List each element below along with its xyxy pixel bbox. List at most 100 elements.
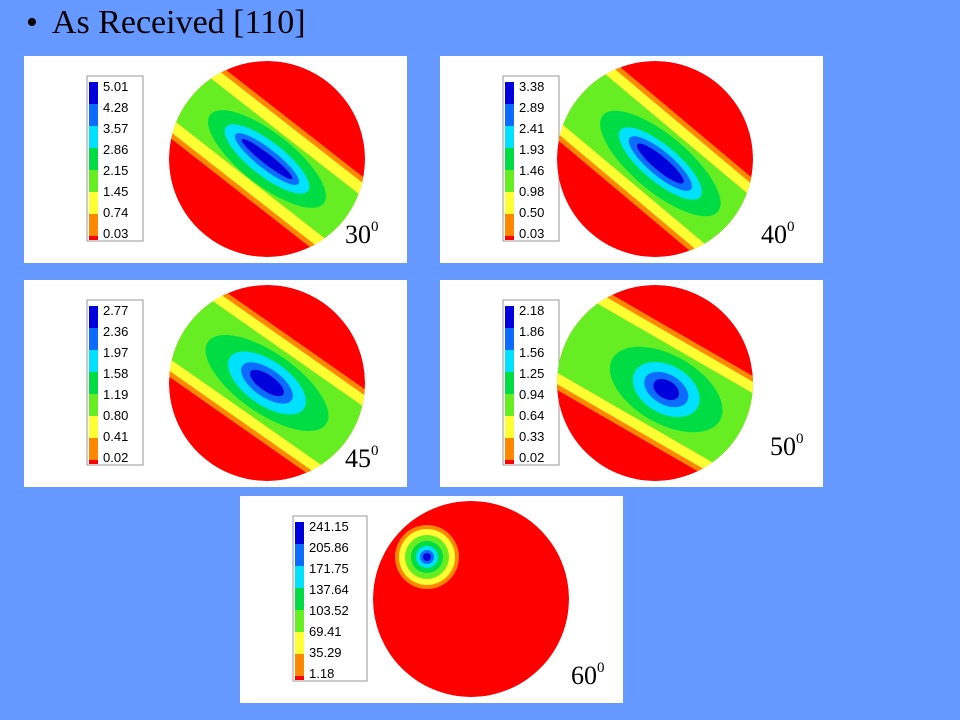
angle-label: 450 (345, 443, 379, 474)
legend-label: 1.25 (519, 366, 544, 381)
legend-label: 3.57 (103, 121, 128, 136)
legend-label: 0.03 (519, 226, 544, 241)
contour-darkblue (249, 369, 285, 397)
legend-swatches (505, 82, 514, 240)
contour-darkblue (241, 138, 293, 180)
legend-swatch (505, 126, 514, 148)
pole-figure-disk (557, 61, 753, 257)
legend-swatch (89, 214, 98, 236)
pole-figure-60: 241.15 205.86 171.75 137.64 103.52 69.41… (292, 501, 569, 697)
legend-frame (292, 515, 368, 682)
legend-label: 1.18 (309, 666, 334, 681)
legend-label: 0.41 (103, 429, 128, 444)
legend-label: 2.41 (519, 121, 544, 136)
legend-swatch (295, 566, 304, 588)
legend-swatch (505, 82, 514, 104)
legend-swatch (89, 104, 98, 126)
legend-swatch (89, 460, 98, 464)
legend-swatch (89, 148, 98, 170)
legend: 5.01 4.28 3.57 2.86 2.15 1.45 0.74 0.03 (86, 75, 144, 242)
pole-figure-45: 2.77 2.36 1.97 1.58 1.19 0.80 0.41 0.02 (86, 285, 365, 481)
legend-swatch (505, 236, 514, 240)
angle-label: 500 (770, 431, 804, 462)
legend-swatch (89, 236, 98, 240)
legend-label: 2.89 (519, 100, 544, 115)
angle-superscript: 0 (597, 660, 605, 677)
legend-label: 0.03 (103, 226, 128, 241)
legend-label: 241.15 (309, 519, 349, 534)
legend-swatch (505, 306, 514, 328)
legend: 2.18 1.86 1.56 1.25 0.94 0.64 0.33 0.02 (502, 299, 560, 466)
pole-figure-panel-45: 2.77 2.36 1.97 1.58 1.19 0.80 0.41 0.02 … (24, 280, 407, 487)
legend-label: 2.15 (103, 163, 128, 178)
legend-swatch (89, 306, 98, 328)
legend-label: 0.80 (103, 408, 128, 423)
legend-swatch (505, 438, 514, 460)
legend-swatch (295, 610, 304, 632)
legend-label: 0.02 (103, 450, 128, 465)
legend-swatch (89, 170, 98, 192)
slide-title-text: As Received [110] (51, 4, 306, 41)
contour-darkblue (653, 379, 680, 400)
pole-figure-30: 5.01 4.28 3.57 2.86 2.15 1.45 0.74 0.03 (86, 61, 365, 257)
pole-figure-disk (557, 285, 753, 481)
angle-superscript: 0 (371, 219, 379, 236)
legend-label: 1.93 (519, 142, 544, 157)
legend-label: 171.75 (309, 561, 349, 576)
legend-label: 1.46 (519, 163, 544, 178)
legend-frame (86, 75, 144, 242)
bullet: • (26, 4, 38, 41)
angle-value: 60 (571, 661, 597, 690)
pole-figure-40: 3.38 2.89 2.41 1.93 1.46 0.98 0.50 0.03 (502, 61, 753, 257)
legend: 3.38 2.89 2.41 1.93 1.46 0.98 0.50 0.03 (502, 75, 560, 242)
legend-swatch (505, 148, 514, 170)
legend-label: 0.94 (519, 387, 544, 402)
legend-swatch (295, 544, 304, 566)
legend-swatch (295, 522, 304, 544)
pole-figure-panel-30: 5.01 4.28 3.57 2.86 2.15 1.45 0.74 0.03 … (24, 56, 407, 263)
legend-label: 0.74 (103, 205, 128, 220)
legend-swatch (505, 350, 514, 372)
legend-label: 5.01 (103, 79, 128, 94)
legend-label: 0.98 (519, 184, 544, 199)
legend-frame (86, 299, 144, 466)
legend-swatch (89, 192, 98, 214)
legend-swatch (89, 82, 98, 104)
legend-label: 205.86 (309, 540, 349, 555)
legend-label: 0.33 (519, 429, 544, 444)
legend-swatch (89, 350, 98, 372)
angle-value: 45 (345, 444, 371, 473)
legend-label: 1.56 (519, 345, 544, 360)
legend-swatch (505, 192, 514, 214)
slide-title: • As Received [110] (26, 4, 306, 42)
legend-swatch (505, 104, 514, 126)
legend-label: 137.64 (309, 582, 349, 597)
legend: 2.77 2.36 1.97 1.58 1.19 0.80 0.41 0.02 (86, 299, 144, 466)
angle-label: 400 (761, 219, 795, 250)
legend-label: 1.58 (103, 366, 128, 381)
legend-swatch (89, 328, 98, 350)
pole-figure-panel-40: 3.38 2.89 2.41 1.93 1.46 0.98 0.50 0.03 … (440, 56, 823, 263)
legend-label: 69.41 (309, 624, 342, 639)
angle-label: 300 (345, 219, 379, 250)
legend: 241.15 205.86 171.75 137.64 103.52 69.41… (292, 515, 368, 682)
legend-swatch (295, 588, 304, 610)
legend-swatch (295, 654, 304, 676)
legend-swatch (505, 416, 514, 438)
angle-label: 600 (571, 660, 605, 691)
legend-swatch (89, 438, 98, 460)
legend-label: 2.18 (519, 303, 544, 318)
legend-swatches (89, 306, 98, 464)
pole-figure-disk (169, 61, 365, 257)
legend-label: 1.19 (103, 387, 128, 402)
legend-label: 1.86 (519, 324, 544, 339)
legend-swatch (505, 170, 514, 192)
legend-swatch (89, 372, 98, 394)
legend-label: 103.52 (309, 603, 349, 618)
pole-figure-50: 2.18 1.86 1.56 1.25 0.94 0.64 0.33 0.02 (502, 285, 753, 481)
legend-swatch (505, 328, 514, 350)
legend-label: 35.29 (309, 645, 342, 660)
legend-swatches (295, 522, 304, 680)
contour-darkblue (423, 553, 431, 561)
legend-label: 2.77 (103, 303, 128, 318)
